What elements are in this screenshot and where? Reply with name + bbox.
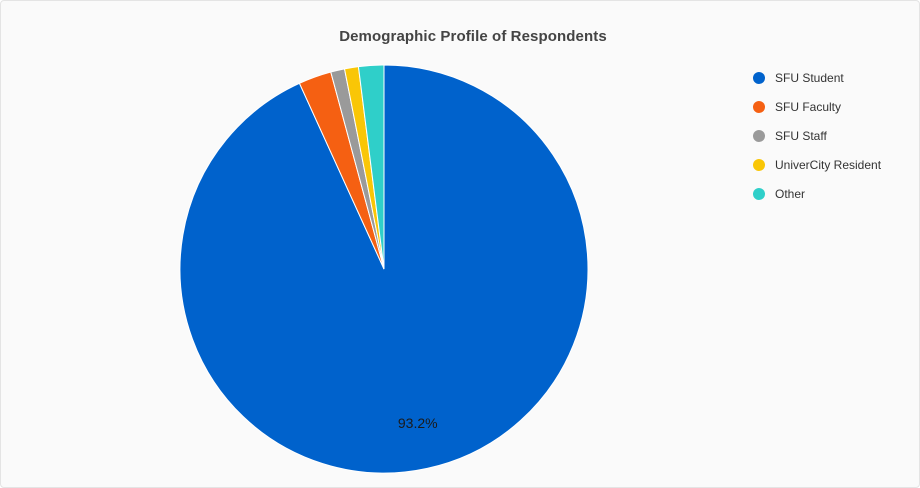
chart-legend: SFU Student SFU Faculty SFU Staff UniverCit… — [753, 63, 881, 208]
legend-item-sfu-staff: SFU Staff — [753, 121, 881, 150]
legend-label-sfu-faculty: SFU Faculty — [775, 99, 842, 114]
legend-item-sfu-student: SFU Student — [753, 63, 881, 92]
legend-swatch-sfu-faculty — [753, 100, 765, 113]
legend-label-sfu-student: SFU Student — [775, 70, 844, 85]
chart-title: Demographic Profile of Respondents — [339, 28, 607, 45]
legend-item-other: Other — [753, 179, 881, 208]
data-label-sfu-student: 93.2% — [398, 415, 438, 431]
legend-item-univercity-resident: UniverCity Resident — [753, 150, 881, 179]
legend-swatch-sfu-staff — [753, 129, 765, 142]
pie-slice-other — [357, 64, 385, 270]
legend-label-sfu-staff: SFU Staff — [775, 128, 827, 143]
legend-swatch-other — [753, 187, 765, 200]
legend-label-other: Other — [775, 186, 806, 201]
legend-label-univercity-resident: UniverCity Resident — [775, 157, 882, 172]
legend-swatch-univercity-resident — [753, 158, 765, 171]
legend-swatch-sfu-student — [753, 71, 765, 84]
legend-item-sfu-faculty: SFU Faculty — [753, 92, 881, 121]
